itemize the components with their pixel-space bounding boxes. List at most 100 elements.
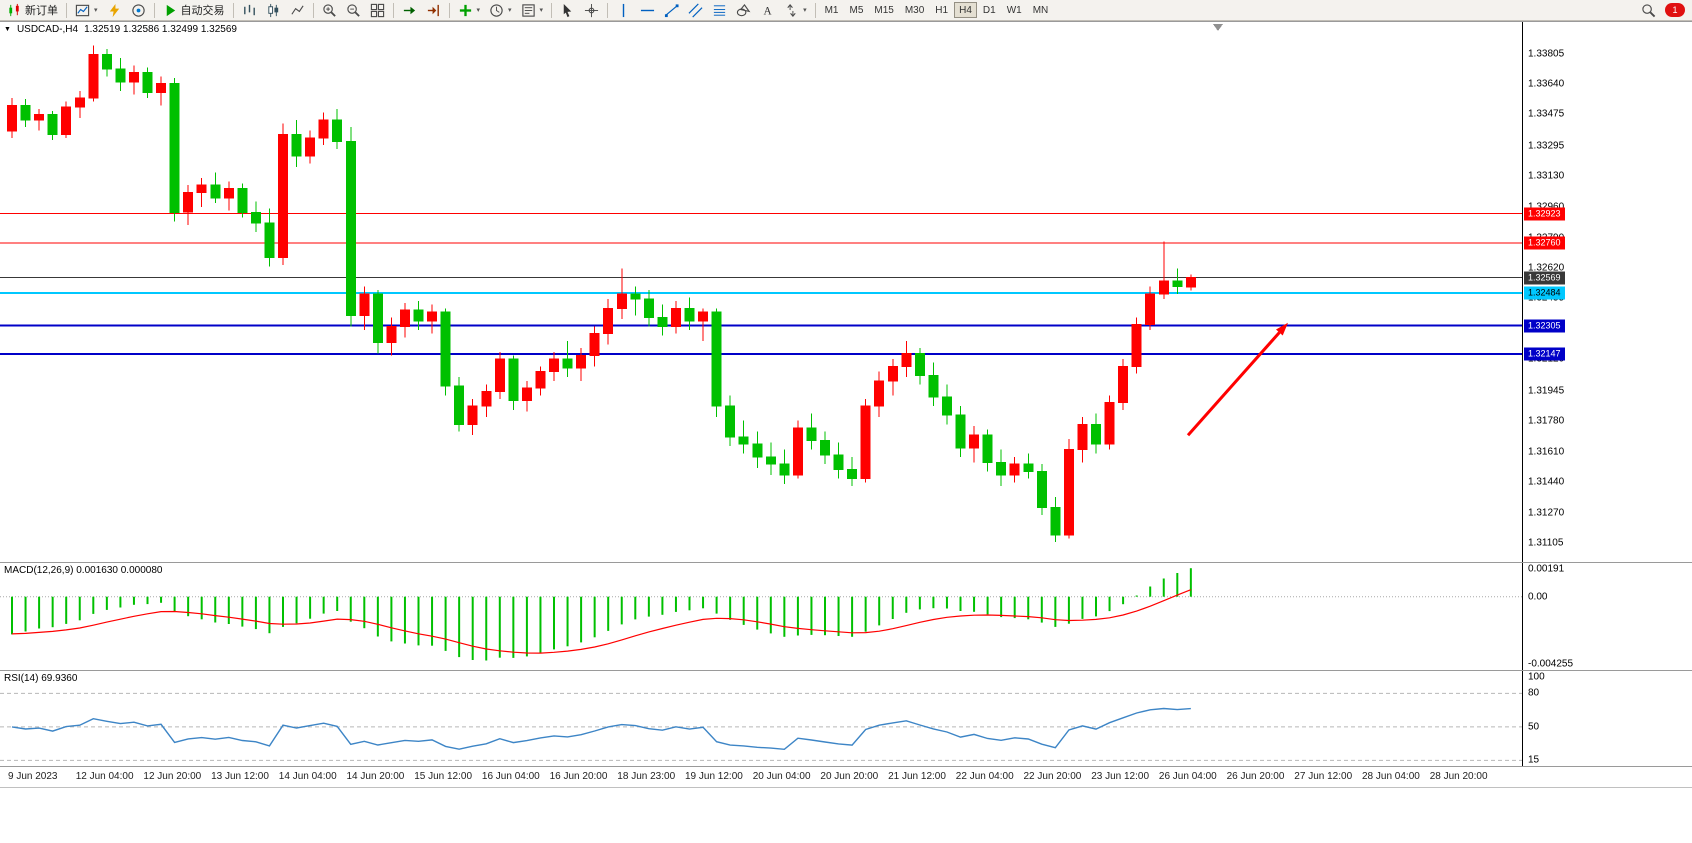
vertical-line-button[interactable] (612, 1, 635, 19)
rsi-axis[interactable]: 100 80 50 15 (1523, 671, 1692, 766)
notification-badge[interactable]: 1 (1665, 3, 1685, 17)
zoom-in-button[interactable] (318, 1, 341, 19)
time-axis[interactable]: 9 Jun 2023 12 Jun 04:00 12 Jun 20:00 13 Jun… (0, 767, 1692, 788)
price-axis-label: 1.31945 (1528, 385, 1565, 397)
text-button[interactable]: A (756, 1, 779, 19)
shapes-button[interactable] (732, 1, 755, 19)
rsi-chart[interactable] (0, 671, 1522, 766)
time-axis-label: 9 Jun 2023 (8, 771, 58, 782)
time-axis-label: 16 Jun 20:00 (549, 771, 608, 782)
timeframe-h4-button[interactable]: H4 (954, 2, 977, 18)
chevron-down-icon: ▾ (94, 7, 98, 14)
rsi-panel: RSI(14) 69.9360 100 80 50 15 (0, 671, 1692, 767)
new-order-button[interactable]: 新订单 (3, 1, 62, 19)
price-axis-label: 1.33475 (1528, 108, 1565, 119)
time-axis-label: 28 Jun 20:00 (1429, 771, 1488, 782)
time-axis-label: 12 Jun 04:00 (75, 771, 134, 782)
symbol-timeframe-label: USDCAD-,H4 (16, 24, 79, 35)
price-axis-label: 1.33130 (1528, 170, 1565, 182)
time-axis-label: 19 Jun 12:00 (685, 771, 743, 782)
timeframe-m1-button[interactable]: M1 (820, 2, 844, 18)
timeframe-m5-button[interactable]: M5 (844, 2, 868, 18)
macd-chart[interactable] (0, 563, 1522, 670)
toolbar-separator (607, 2, 609, 18)
auto-scroll-button[interactable] (398, 1, 421, 19)
macd-axis-label: -0.004255 (1528, 658, 1574, 670)
tile-windows-button[interactable] (366, 1, 389, 19)
search-button[interactable] (1637, 1, 1660, 19)
chevron-down-icon: ▾ (803, 7, 807, 14)
equidistant-channel-button[interactable] (684, 1, 707, 19)
new-order-icon (7, 3, 22, 18)
toolbar-separator (153, 2, 155, 18)
market-watch-button[interactable] (103, 1, 126, 19)
arrows-button[interactable]: ▾ (780, 1, 811, 19)
main-chart-panel: ▼ USDCAD-,H4 1.32519 1.32586 1.32499 1.3… (0, 21, 1692, 563)
time-axis-label: 20 Jun 20:00 (820, 771, 879, 782)
new-chart-button[interactable]: ▾ (71, 1, 102, 19)
trendline-button[interactable] (660, 1, 683, 19)
symbol-collapse-icon[interactable]: ▼ (4, 26, 11, 33)
timeframe-mn-button[interactable]: MN (1028, 2, 1054, 18)
hline-icon (640, 3, 655, 18)
time-axis-label: 15 Jun 12:00 (414, 771, 473, 782)
timeframe-h1-button[interactable]: H1 (930, 2, 953, 18)
timeframe-m15-button[interactable]: M15 (869, 2, 898, 18)
rsi-plot: RSI(14) 69.9360 (0, 671, 1523, 766)
price-tag-1.32147: 1.32147 (1524, 347, 1565, 361)
chart-candles-button[interactable] (262, 1, 285, 19)
terminal-button[interactable] (127, 1, 150, 19)
time-axis-label: 21 Jun 12:00 (888, 771, 946, 782)
price-axis-label: 1.32620 (1528, 262, 1565, 274)
timeframe-m30-button[interactable]: M30 (900, 2, 929, 18)
window-filler (0, 788, 1692, 843)
shapes-icon (736, 3, 751, 18)
zoom-out-icon (346, 3, 361, 18)
time-axis-label: 13 Jun 12:00 (211, 771, 269, 782)
magnifier-icon (1641, 3, 1656, 18)
fibonacci-button[interactable] (708, 1, 731, 19)
price-axis-label: 1.31780 (1528, 415, 1565, 427)
time-axis-label: 14 Jun 04:00 (278, 771, 337, 782)
chart-bars-button[interactable] (238, 1, 261, 19)
chart-line-button[interactable] (286, 1, 309, 19)
auto-trading-button[interactable]: 自动交易 (159, 1, 229, 19)
cursor-button[interactable] (556, 1, 579, 19)
crosshair-button[interactable] (580, 1, 603, 19)
price-tag-1.32305: 1.32305 (1524, 319, 1565, 332)
price-tag-1.32484: 1.32484 (1524, 286, 1565, 300)
time-axis-label: 26 Jun 04:00 (1158, 771, 1217, 782)
timeframe-w1-button[interactable]: W1 (1002, 2, 1027, 18)
time-axis-label: 14 Jun 20:00 (346, 771, 405, 782)
indicators-button[interactable]: ▾ (454, 1, 485, 19)
templates-button[interactable]: ▾ (517, 1, 548, 19)
channel-icon (688, 3, 703, 18)
macd-plot: MACD(12,26,9) 0.001630 0.000080 (0, 563, 1523, 670)
chevron-down-icon: ▾ (476, 7, 481, 14)
macd-axis-label: 0.00 (1528, 591, 1548, 603)
chart-shift-button[interactable] (422, 1, 445, 19)
macd-axis[interactable]: 0.00191 0.00 -0.004255 (1523, 563, 1692, 670)
macd-label: MACD(12,26,9) 0.001630 0.000080 (4, 565, 163, 576)
toolbar-separator (66, 2, 67, 18)
rsi-axis-label: 80 (1528, 687, 1540, 699)
toolbar-separator (551, 2, 553, 18)
price-axis[interactable]: 1.33805 1.33640 1.33475 1.33295 1.33130 1.329… (1523, 22, 1692, 562)
zoom-in-icon (322, 3, 337, 18)
price-axis-label: 1.33805 (1528, 48, 1565, 60)
timeframe-d1-button[interactable]: D1 (978, 2, 1001, 18)
time-axis-label: 26 Jun 20:00 (1226, 771, 1285, 782)
rsi-axis-label: 15 (1528, 754, 1540, 766)
zoom-out-button[interactable] (342, 1, 365, 19)
time-axis-label: 18 Jun 23:00 (617, 771, 676, 782)
price-axis-label: 1.32960 (1528, 201, 1564, 212)
time-axis-label: 20 Jun 04:00 (752, 771, 811, 782)
time-axis-label: 28 Jun 04:00 (1362, 771, 1420, 782)
vline-icon (616, 3, 631, 18)
periods-button[interactable]: ▾ (485, 1, 516, 19)
horizontal-line-button[interactable] (636, 1, 659, 19)
candlestick-chart[interactable] (0, 22, 1522, 562)
time-axis-label: 22 Jun 20:00 (1023, 771, 1082, 782)
crosshair-icon (584, 3, 599, 18)
price-axis-label: 1.31270 (1528, 507, 1565, 519)
